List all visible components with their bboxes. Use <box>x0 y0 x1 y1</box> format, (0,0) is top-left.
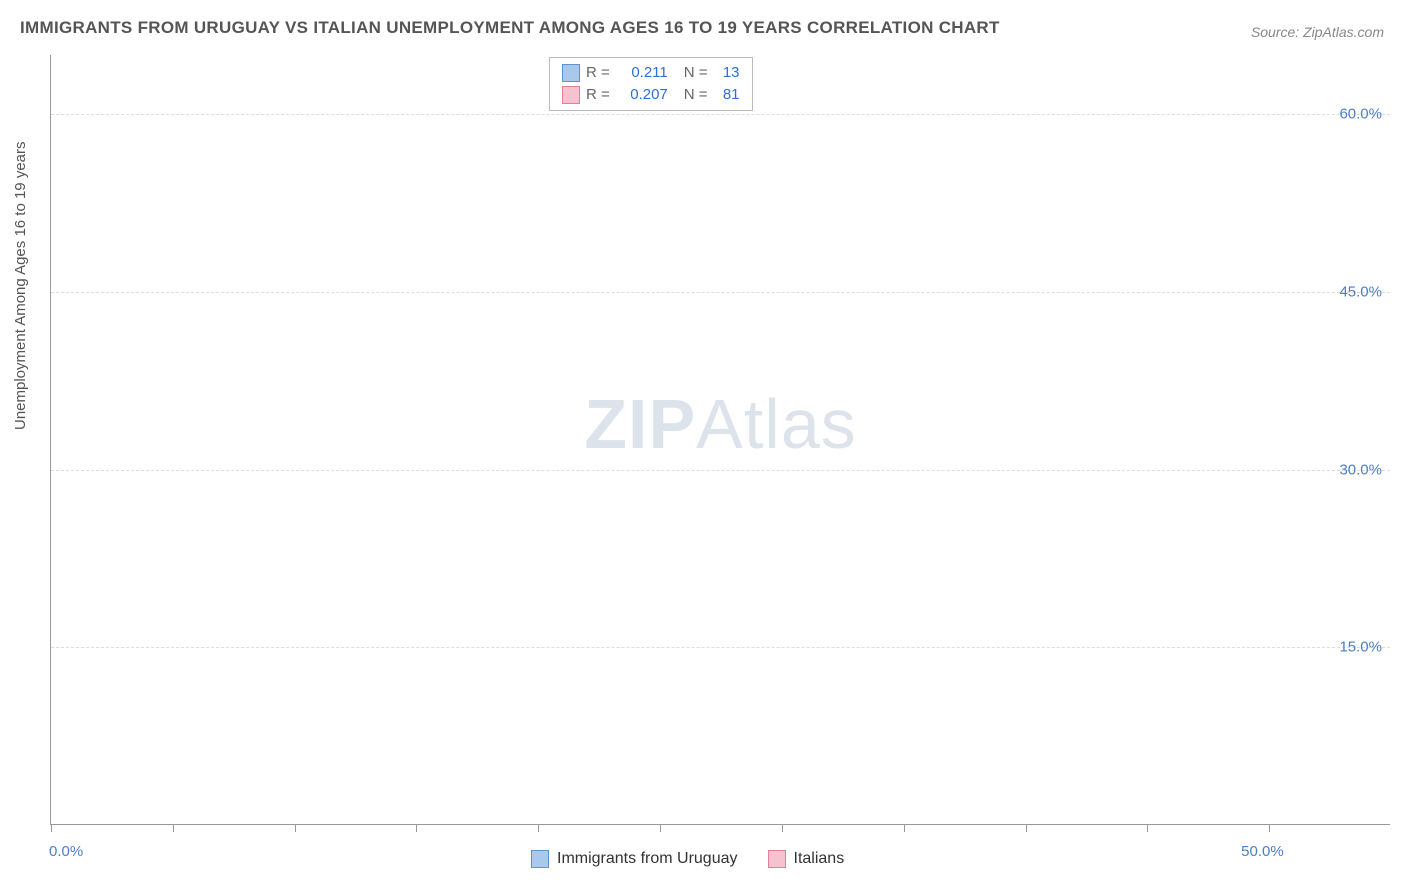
x-tick <box>173 824 174 832</box>
x-tick-label: 50.0% <box>1241 843 1284 860</box>
x-tick <box>1147 824 1148 832</box>
grid-line <box>51 114 1390 115</box>
swatch-uruguay-b <box>531 850 549 868</box>
x-tick <box>538 824 539 832</box>
plot-area: ZIPAtlas R = 0.211 N = 13 R = 0.207 N = … <box>50 55 1390 825</box>
x-tick <box>1026 824 1027 832</box>
x-tick <box>1269 824 1270 832</box>
grid-line <box>51 647 1390 648</box>
y-tick-label: 60.0% <box>1339 106 1382 123</box>
x-tick <box>416 824 417 832</box>
x-tick <box>660 824 661 832</box>
series-legend: Immigrants from Uruguay Italians <box>531 850 844 868</box>
y-tick-label: 15.0% <box>1339 639 1382 656</box>
x-tick <box>904 824 905 832</box>
x-tick <box>782 824 783 832</box>
x-tick <box>295 824 296 832</box>
chart-svg <box>51 55 1390 824</box>
legend-label-italians: Italians <box>794 850 845 868</box>
y-axis-label: Unemployment Among Ages 16 to 19 years <box>12 141 29 430</box>
grid-line <box>51 292 1390 293</box>
x-tick-label: 0.0% <box>49 843 83 860</box>
chart-title: IMMIGRANTS FROM URUGUAY VS ITALIAN UNEMP… <box>20 18 1000 38</box>
swatch-italians-b <box>768 850 786 868</box>
chart-source: Source: ZipAtlas.com <box>1251 24 1384 40</box>
y-tick-label: 30.0% <box>1339 461 1382 478</box>
x-tick <box>51 824 52 832</box>
legend-label-uruguay: Immigrants from Uruguay <box>557 850 738 868</box>
grid-line <box>51 470 1390 471</box>
legend-item-italians: Italians <box>768 850 845 868</box>
legend-item-uruguay: Immigrants from Uruguay <box>531 850 738 868</box>
y-tick-label: 45.0% <box>1339 283 1382 300</box>
